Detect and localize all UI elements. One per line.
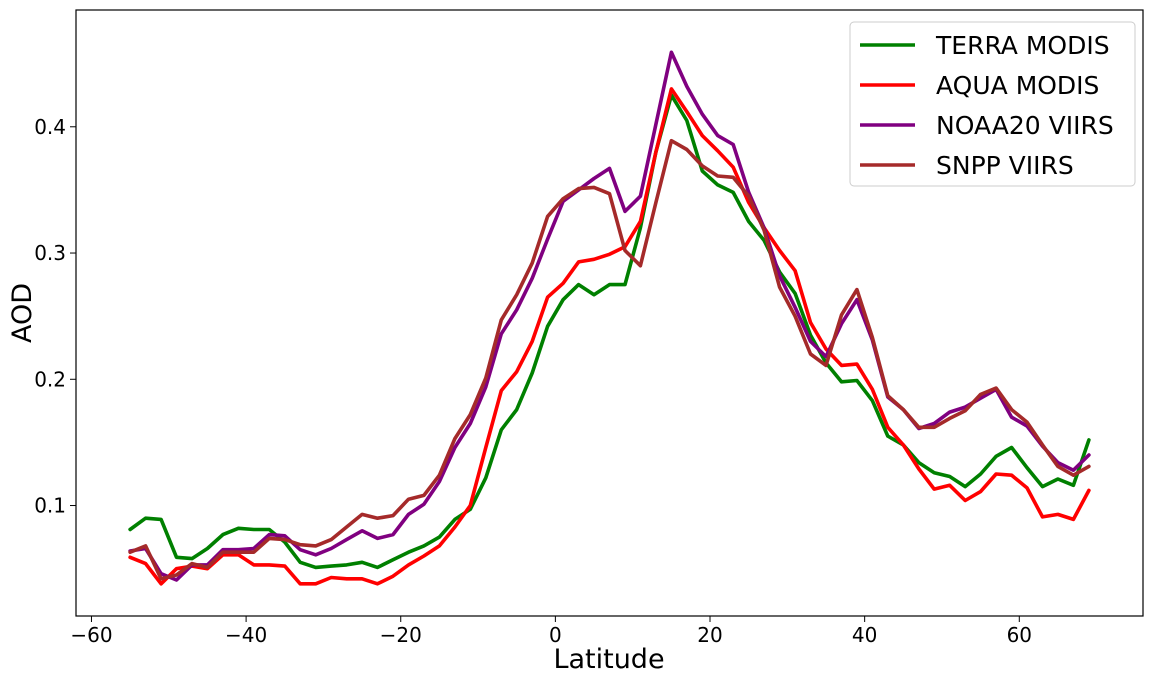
x-tick-label: −60	[70, 623, 112, 647]
legend-label-snpp-viirs: SNPP VIIRS	[936, 151, 1074, 180]
legend-label-terra-modis: TERRA MODIS	[935, 31, 1110, 60]
legend-box	[849, 21, 1136, 187]
y-tick-label: 0.3	[34, 241, 66, 265]
x-tick-label: 20	[697, 623, 722, 647]
x-tick-label: 60	[1007, 623, 1032, 647]
series-line-snpp-viirs	[128, 138, 1091, 581]
x-tick-label: 40	[852, 623, 877, 647]
legend-label-noaa20-viirs: NOAA20 VIIRS	[936, 111, 1114, 140]
plot-area	[128, 50, 1091, 586]
y-tick-label: 0.2	[34, 367, 66, 391]
y-axis-label: AOD	[7, 283, 38, 343]
series-line-terra-modis	[128, 93, 1091, 570]
plot-frame	[75, 9, 1144, 617]
x-tick-label: −20	[380, 623, 422, 647]
x-tick-label: 0	[549, 623, 562, 647]
y-axis: 0.1 0.2 0.3 0.4	[34, 115, 76, 518]
x-tick-label: −40	[225, 623, 267, 647]
y-tick-label: 0.4	[34, 115, 66, 139]
legend-label-aqua-modis: AQUA MODIS	[936, 71, 1099, 100]
x-axis: −60 −40 −20 0 20 40 60	[70, 616, 1032, 647]
series-line-aqua-modis	[128, 87, 1091, 586]
y-tick-label: 0.1	[34, 494, 66, 518]
legend: TERRA MODIS AQUA MODIS NOAA20 VIIRS SNPP VI…	[849, 21, 1136, 187]
x-axis-label: Latitude	[553, 644, 664, 675]
